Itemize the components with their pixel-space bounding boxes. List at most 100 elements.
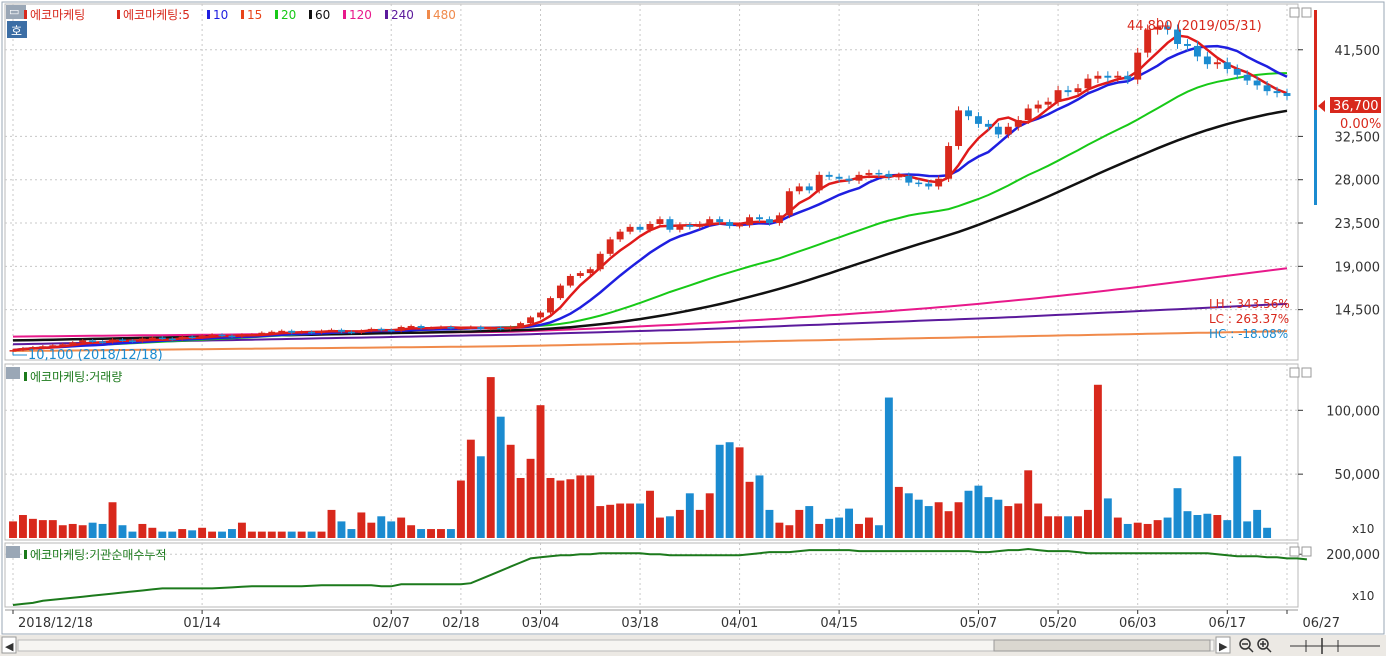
candle-body [1084,78,1092,89]
legend-swatch [241,10,244,19]
volume-bar [476,456,485,538]
corner-button[interactable]: 호 [11,24,22,38]
candle-body [188,336,196,339]
candle-body [1164,26,1172,30]
volume-bar [795,509,804,538]
flow-tick-label: 200,000 [1326,548,1380,563]
legend-swatch [309,10,312,19]
volume-bar [675,509,684,538]
candle-body [258,332,266,335]
volume-bar [765,509,774,538]
volume-bar [148,527,157,538]
candle-body [726,222,734,226]
stat-lh: LH : 343.56% [1209,297,1290,311]
volume-bar [1153,520,1162,538]
candle-body [1094,75,1102,79]
volume-bar [845,508,854,538]
panel-controls[interactable] [1289,7,1312,18]
scroll-right-button[interactable] [1215,636,1231,654]
scroll-left-button[interactable] [1,636,17,654]
candle-body [716,219,724,223]
scroll-thumb[interactable] [993,639,1211,652]
candle-body [596,253,604,270]
volume-bar [1064,516,1072,538]
candle-body [357,330,365,333]
volume-bar [924,506,933,538]
x-tick-label: 02/07 [372,616,409,631]
collapse-icon[interactable]: ▭ [9,5,19,18]
volume-bar [994,499,1003,538]
volume-bar [267,531,276,538]
candle-body [1193,45,1201,57]
flow-panel-controls[interactable] [1289,546,1312,557]
x-tick-label: 04/15 [820,616,857,631]
volume-bar [606,504,615,538]
candle-body [278,330,286,333]
volume-bar [287,531,296,538]
candle-body [467,326,475,329]
candle-body [1014,120,1022,127]
volume-bar [934,502,943,538]
volume-tick-label: 50,000 [1335,468,1381,483]
zoom-in-icon[interactable] [1257,638,1269,650]
volume-bar [805,506,814,538]
volume-bar [1034,503,1043,538]
legend-series-name: 에코마케팅 [30,8,85,22]
candle-body [1054,90,1062,102]
price-panel: 14,500 19,000 23,500 28,000 32,500 41,500 ▭ 에… [4,3,1381,363]
volume-bar [387,521,396,538]
volume-bar [218,531,226,538]
volume-bar [347,529,356,538]
volume-panel-controls[interactable] [1289,367,1312,378]
candle-body [1174,29,1181,44]
volume-bar [914,499,923,538]
date-axis: 2018/12/18 01/14 02/07 02/18 03/04 03/18 04/01… [5,609,1340,631]
volume-bar [486,377,495,538]
volume-bar [1213,515,1222,538]
volume-bar [297,531,306,538]
candle-body [865,172,873,175]
candle-body [696,223,704,227]
scroll-track[interactable] [17,639,1215,652]
legend-ma-label: 60 [315,8,330,22]
candle-body [1253,80,1261,86]
candle-body [646,223,654,230]
candle-body [1213,62,1221,65]
flow-cumulative-polyline [12,547,1308,606]
candle-body [955,110,963,147]
candle-body [566,275,574,286]
volume-bar [138,523,147,538]
candle-body [318,330,326,333]
volume-panel: 50,000 100,000 에코마케팅:거래량 x10 [4,363,1381,541]
stat-hc: HC : -18.08% [1209,327,1288,341]
high-low-markers: 44,800 (2019/05/31) 10,100 (2018/12/18) [12,18,1262,363]
candle-body [905,175,913,183]
candle-body [935,178,943,187]
volume-bar [616,503,625,538]
price-tick-label: 41,500 [1335,44,1381,59]
candle-body [965,110,972,117]
zoom-slider[interactable] [1290,638,1380,654]
x-tick-label: 05/07 [960,616,997,631]
volume-bar [1004,506,1013,538]
volume-bar [417,529,426,538]
candle-body [477,326,485,329]
zoom-out-icon[interactable] [1239,638,1251,650]
flow-multiplier: x10 [1352,589,1374,603]
candle-body [1004,126,1012,135]
volume-bar [1203,513,1212,538]
candle-body [308,331,316,334]
candle-body [815,174,823,191]
candle-body [1273,91,1281,94]
candle-body [974,116,982,124]
ma-240-line [12,302,1288,346]
volume-bar [9,521,17,538]
candle-body [39,346,47,348]
volume-bar [596,506,605,538]
volume-bar [646,490,654,538]
candle-body [298,331,306,334]
candle-body [686,224,694,227]
volume-bar [516,477,525,538]
volume-bar [586,475,595,538]
legend-swatch [427,10,430,19]
